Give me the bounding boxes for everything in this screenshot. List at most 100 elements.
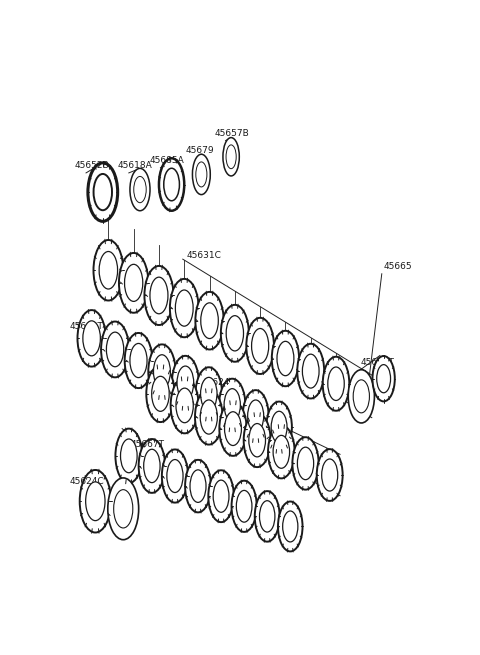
- Ellipse shape: [226, 145, 236, 168]
- Ellipse shape: [348, 369, 374, 423]
- Ellipse shape: [119, 253, 148, 312]
- Ellipse shape: [200, 400, 217, 434]
- Ellipse shape: [226, 316, 243, 351]
- Text: 45643T: 45643T: [69, 322, 103, 331]
- Ellipse shape: [115, 428, 142, 483]
- Ellipse shape: [249, 424, 265, 457]
- Ellipse shape: [146, 365, 175, 422]
- Ellipse shape: [114, 490, 133, 528]
- Text: 45665: 45665: [384, 262, 412, 271]
- Ellipse shape: [177, 366, 194, 400]
- Ellipse shape: [124, 265, 143, 301]
- Ellipse shape: [208, 470, 234, 522]
- Ellipse shape: [150, 277, 168, 314]
- Ellipse shape: [268, 425, 295, 478]
- Ellipse shape: [94, 174, 112, 210]
- Ellipse shape: [266, 402, 292, 453]
- Ellipse shape: [120, 439, 137, 473]
- Ellipse shape: [271, 411, 287, 443]
- Ellipse shape: [221, 305, 249, 362]
- Ellipse shape: [236, 491, 252, 522]
- Ellipse shape: [195, 367, 222, 421]
- Ellipse shape: [164, 168, 180, 201]
- Ellipse shape: [231, 481, 257, 532]
- Ellipse shape: [223, 138, 240, 176]
- Ellipse shape: [201, 303, 218, 339]
- Ellipse shape: [167, 460, 183, 493]
- Ellipse shape: [144, 449, 160, 483]
- Ellipse shape: [302, 354, 319, 388]
- Ellipse shape: [176, 388, 193, 422]
- Text: 45624C: 45624C: [69, 477, 104, 485]
- Ellipse shape: [255, 491, 280, 542]
- Ellipse shape: [273, 436, 289, 468]
- Ellipse shape: [260, 500, 275, 532]
- Ellipse shape: [190, 470, 206, 502]
- Ellipse shape: [272, 331, 299, 386]
- Text: 45652B: 45652B: [75, 161, 109, 170]
- Ellipse shape: [248, 400, 264, 432]
- Ellipse shape: [195, 292, 224, 350]
- Ellipse shape: [85, 482, 105, 521]
- Text: 45631C: 45631C: [186, 251, 221, 260]
- Ellipse shape: [243, 390, 269, 442]
- Ellipse shape: [323, 357, 349, 411]
- Ellipse shape: [317, 449, 343, 501]
- Text: 45685A: 45685A: [149, 157, 184, 165]
- Ellipse shape: [185, 460, 211, 512]
- Ellipse shape: [108, 478, 139, 540]
- Ellipse shape: [139, 439, 165, 493]
- Ellipse shape: [101, 322, 129, 377]
- Ellipse shape: [297, 344, 324, 398]
- Ellipse shape: [171, 377, 199, 434]
- Ellipse shape: [219, 402, 247, 456]
- Ellipse shape: [292, 437, 319, 490]
- Text: 45667T: 45667T: [131, 440, 165, 449]
- Ellipse shape: [283, 511, 298, 542]
- Ellipse shape: [328, 367, 344, 400]
- Ellipse shape: [219, 379, 245, 431]
- Ellipse shape: [80, 470, 111, 533]
- Ellipse shape: [224, 388, 240, 421]
- Ellipse shape: [298, 447, 313, 479]
- Ellipse shape: [172, 356, 199, 409]
- Ellipse shape: [152, 377, 169, 411]
- Ellipse shape: [130, 168, 150, 211]
- Ellipse shape: [201, 377, 217, 410]
- Ellipse shape: [225, 412, 241, 445]
- Ellipse shape: [144, 266, 173, 325]
- Ellipse shape: [162, 449, 188, 502]
- Ellipse shape: [83, 321, 100, 356]
- Ellipse shape: [213, 480, 229, 512]
- Ellipse shape: [277, 341, 294, 376]
- Text: 45618A: 45618A: [118, 161, 153, 170]
- Ellipse shape: [130, 343, 147, 378]
- Text: 45643T: 45643T: [360, 358, 395, 367]
- Ellipse shape: [170, 279, 199, 337]
- Ellipse shape: [278, 502, 302, 552]
- Ellipse shape: [196, 162, 207, 187]
- Ellipse shape: [148, 345, 176, 399]
- Ellipse shape: [175, 290, 193, 326]
- Ellipse shape: [192, 155, 210, 195]
- Ellipse shape: [353, 380, 370, 413]
- Ellipse shape: [154, 355, 170, 388]
- Text: 45624: 45624: [202, 378, 230, 387]
- Ellipse shape: [125, 333, 152, 388]
- Text: 45657B: 45657B: [215, 129, 249, 138]
- Ellipse shape: [195, 390, 223, 445]
- Ellipse shape: [159, 159, 184, 211]
- Ellipse shape: [99, 252, 118, 289]
- Ellipse shape: [246, 318, 274, 374]
- Ellipse shape: [88, 163, 118, 221]
- Ellipse shape: [77, 310, 106, 367]
- Ellipse shape: [322, 459, 338, 491]
- Text: 45679: 45679: [186, 146, 215, 155]
- Ellipse shape: [94, 240, 123, 301]
- Ellipse shape: [244, 413, 271, 467]
- Ellipse shape: [252, 329, 269, 364]
- Ellipse shape: [134, 176, 146, 202]
- Ellipse shape: [377, 365, 391, 393]
- Ellipse shape: [372, 356, 395, 402]
- Ellipse shape: [107, 332, 124, 367]
